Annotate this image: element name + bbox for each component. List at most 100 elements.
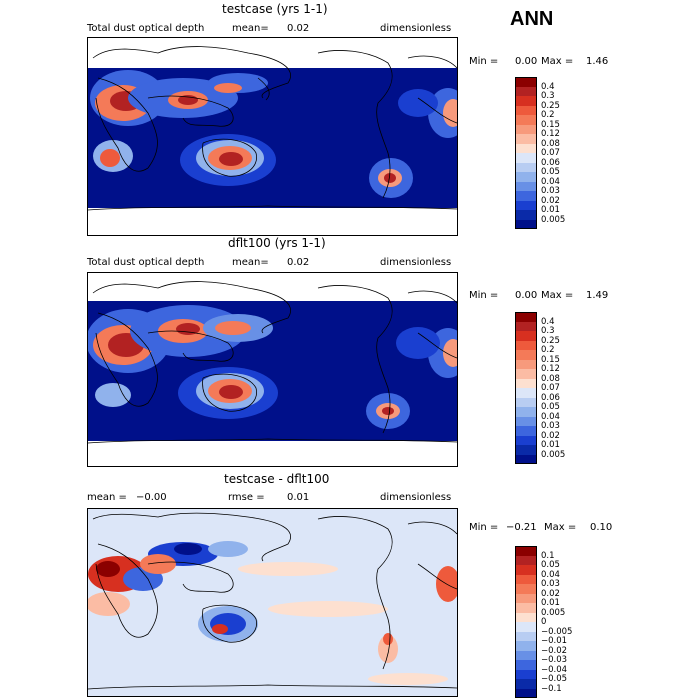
colorbar-swatch (515, 86, 537, 96)
panel3-max-value: 0.10 (590, 522, 613, 533)
colorbar-swatch (515, 312, 537, 322)
panel1-title: testcase (yrs 1-1) (222, 2, 328, 16)
colorbar-swatch (515, 143, 537, 153)
colorbar-label: 0.07 (541, 148, 560, 158)
panel3-coastlines (88, 512, 457, 690)
colorbar-label: 0.05 (541, 402, 560, 412)
colorbar-label: 0.02 (541, 588, 560, 599)
panel1-coastlines (92, 46, 457, 199)
colorbar-label: 0.3 (541, 326, 555, 336)
colorbar-swatch (515, 162, 537, 172)
colorbar-swatch (515, 445, 537, 455)
colorbar-swatch (515, 96, 537, 106)
colorbar-swatch (515, 612, 537, 622)
panel2-max-value: 1.49 (586, 290, 609, 301)
panel2-title: dflt100 (yrs 1-1) (228, 236, 326, 250)
panel3-rmse-label: rmse = (228, 492, 265, 503)
colorbar-label: 0.03 (541, 421, 560, 431)
panel2-mean-value: 0.02 (287, 257, 310, 268)
colorbar-label: 0.01 (541, 440, 560, 450)
colorbar-label: 0.02 (541, 430, 560, 441)
colorbar-swatch (515, 115, 537, 125)
season-label: ANN (510, 8, 554, 30)
colorbar-label: −0.01 (541, 636, 568, 646)
colorbar-swatch (515, 593, 537, 603)
colorbar-label: 0.2 (541, 110, 555, 120)
colorbar-swatch (515, 546, 537, 556)
panel1-mean-value: 0.02 (287, 23, 310, 34)
colorbar-swatch (515, 584, 537, 594)
colorbar-swatch (515, 622, 537, 632)
colorbar-swatch (515, 574, 537, 584)
colorbar-label: 0.2 (541, 345, 555, 355)
colorbar-swatch (515, 397, 537, 407)
colorbar-swatch (515, 172, 537, 182)
colorbar-swatch (515, 219, 537, 229)
colorbar-label: 0.1 (541, 550, 555, 561)
colorbar-swatch (515, 191, 537, 201)
colorbar-swatch (515, 688, 537, 698)
colorbar-swatch (515, 407, 537, 417)
colorbar-label: 0.03 (541, 186, 560, 196)
panel2-field-label: Total dust optical depth (87, 257, 205, 268)
panel1-map (87, 37, 458, 236)
panel2-colorbar (515, 312, 537, 464)
panel3-units: dimensionless (380, 492, 452, 503)
colorbar-label: 0.05 (541, 167, 560, 177)
colorbar-label: 0.01 (541, 598, 560, 608)
panel2-min-value: 0.00 (515, 290, 538, 301)
panel3-title: testcase - dflt100 (224, 472, 330, 486)
panel2-dust-field (88, 305, 457, 429)
colorbar-swatch (515, 603, 537, 613)
colorbar-label: −0.03 (541, 655, 568, 665)
colorbar-swatch (515, 426, 537, 436)
colorbar-swatch (515, 679, 537, 689)
panel1-dust-field (90, 70, 457, 198)
colorbar-label: 0.03 (541, 579, 560, 589)
colorbar-swatch (515, 153, 537, 163)
colorbar-label: 0.4 (541, 316, 555, 327)
colorbar-swatch (515, 321, 537, 331)
colorbar-swatch (515, 650, 537, 660)
colorbar-swatch (515, 660, 537, 670)
panel3-map-svg (88, 509, 457, 696)
panel2-coastlines (92, 281, 457, 434)
panel2-mean-label: mean= (232, 257, 269, 268)
colorbar-label: 0.005 (541, 607, 566, 618)
colorbar-label: 0.3 (541, 91, 555, 101)
colorbar-label: 0.05 (541, 560, 560, 570)
panel1-min-value: 0.00 (515, 56, 538, 67)
colorbar-swatch (515, 359, 537, 369)
colorbar-swatch (515, 340, 537, 350)
colorbar-swatch (515, 555, 537, 565)
colorbar-swatch (515, 378, 537, 388)
colorbar-swatch (515, 435, 537, 445)
colorbar-label: 0.12 (541, 364, 560, 374)
colorbar-swatch (515, 369, 537, 379)
panel2-max-label: Max = (541, 290, 574, 301)
colorbar-label: 0.15 (541, 354, 560, 365)
colorbar-swatch (515, 631, 537, 641)
panel1-colorbar (515, 77, 537, 229)
panel1-max-label: Max = (541, 56, 574, 67)
colorbar-label: 0.4 (541, 81, 555, 92)
colorbar-label: 0.25 (541, 100, 560, 111)
panel3-rmse-value: 0.01 (287, 492, 310, 503)
panel1-units: dimensionless (380, 23, 452, 34)
panel2-units: dimensionless (380, 257, 452, 268)
panel3-min-value: −0.21 (506, 522, 537, 533)
panel1-min-label: Min = (469, 56, 499, 67)
colorbar-label: 0.15 (541, 119, 560, 130)
colorbar-swatch (515, 669, 537, 679)
colorbar-label: 0.25 (541, 335, 560, 346)
colorbar-label: 0.08 (541, 138, 560, 149)
colorbar-label: −0.05 (541, 674, 568, 684)
colorbar-label: 0.04 (541, 176, 560, 187)
panel1-map-svg (88, 38, 457, 235)
colorbar-label: −0.005 (541, 626, 573, 637)
colorbar-label: −0.02 (541, 645, 568, 656)
panel1-mean-label: mean= (232, 23, 269, 34)
panel3-colorbar (515, 546, 537, 698)
colorbar-swatch (515, 200, 537, 210)
colorbar-swatch (515, 124, 537, 134)
